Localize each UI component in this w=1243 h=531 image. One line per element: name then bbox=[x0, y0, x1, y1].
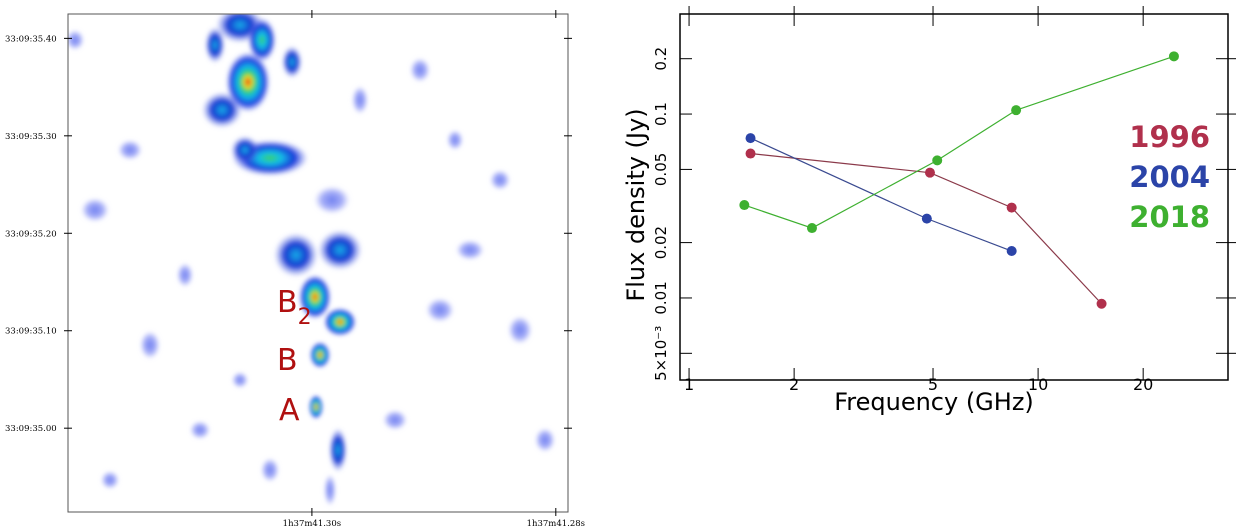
emission bbox=[231, 136, 259, 164]
x-axis-title: Frequency (GHz) bbox=[834, 388, 1034, 416]
emission bbox=[309, 395, 323, 419]
emission bbox=[324, 474, 336, 506]
y-tick-label: 33:09:35.20 bbox=[5, 229, 57, 239]
emission bbox=[508, 316, 532, 344]
emission bbox=[282, 46, 302, 78]
data-point bbox=[1006, 202, 1017, 213]
emission bbox=[226, 52, 270, 112]
data-point bbox=[1006, 246, 1017, 257]
x-tick-label: 20 bbox=[1133, 375, 1153, 394]
emission bbox=[447, 130, 463, 150]
emission bbox=[81, 198, 109, 222]
emission bbox=[190, 421, 210, 439]
label-text: A bbox=[279, 393, 300, 428]
series-line bbox=[750, 152, 1103, 305]
y-tick-label: 0.05 bbox=[652, 153, 670, 186]
data-point bbox=[806, 223, 817, 234]
emission bbox=[490, 170, 510, 190]
label-text: B bbox=[277, 285, 298, 320]
x-tick-label: 2 bbox=[789, 375, 799, 394]
emission bbox=[68, 30, 84, 50]
data-point bbox=[1096, 298, 1107, 309]
image-frame bbox=[67, 13, 569, 513]
emission bbox=[318, 230, 362, 270]
y-tick-label: 0.1 bbox=[652, 102, 670, 126]
radio-map bbox=[68, 14, 555, 506]
emission bbox=[101, 471, 119, 489]
y-tick-label: 33:09:35.30 bbox=[5, 132, 57, 142]
series-line bbox=[750, 137, 1012, 252]
emission bbox=[314, 186, 350, 214]
plot-frame bbox=[679, 13, 1229, 381]
emission bbox=[352, 86, 368, 114]
x-tick-label: 1h37m41.28s bbox=[527, 519, 585, 529]
emission bbox=[299, 275, 331, 319]
component-label: A bbox=[279, 393, 300, 428]
emission bbox=[410, 58, 430, 82]
component-label: B2 bbox=[277, 285, 312, 330]
y-tick-label: 33:09:35.40 bbox=[5, 34, 57, 44]
emission bbox=[426, 298, 454, 322]
emission bbox=[329, 428, 347, 472]
data-point bbox=[1011, 105, 1022, 116]
emission bbox=[232, 372, 248, 388]
label-text: B bbox=[277, 343, 298, 378]
data-point bbox=[921, 213, 932, 224]
emission bbox=[383, 410, 407, 430]
emission bbox=[261, 458, 279, 482]
y-tick-label: 33:09:35.10 bbox=[5, 327, 57, 337]
emission bbox=[310, 342, 330, 368]
x-tick-label: 1 bbox=[684, 375, 694, 394]
emission bbox=[248, 18, 276, 62]
y-tick-label: 33:09:35.00 bbox=[5, 424, 57, 434]
emission bbox=[177, 263, 193, 287]
data-point bbox=[924, 167, 935, 178]
emission bbox=[535, 428, 555, 452]
data-point bbox=[745, 133, 756, 144]
series-line bbox=[744, 55, 1175, 229]
emission bbox=[140, 331, 160, 359]
x-tick-label: 5 bbox=[928, 375, 938, 394]
y-tick-label: 0.02 bbox=[652, 226, 670, 259]
emission bbox=[324, 308, 356, 336]
emission bbox=[205, 27, 225, 63]
label-subscript: 2 bbox=[298, 305, 312, 330]
emission bbox=[202, 92, 242, 128]
emission bbox=[118, 140, 142, 160]
data-point bbox=[745, 148, 756, 159]
legend-entry: 2004 bbox=[1129, 160, 1210, 194]
component-label: B bbox=[277, 343, 298, 378]
y-tick-label: 0.2 bbox=[652, 47, 670, 71]
y-tick-label: 0.01 bbox=[652, 281, 670, 314]
data-point bbox=[932, 155, 943, 166]
x-tick-label: 10 bbox=[1028, 375, 1048, 394]
x-tick-label: 1h37m41.30s bbox=[283, 519, 341, 529]
legend-entry: 1996 bbox=[1129, 120, 1210, 154]
data-point bbox=[739, 200, 750, 211]
emission bbox=[274, 233, 318, 277]
y-axis-title: Flux density (Jy) bbox=[622, 108, 650, 301]
y-tick-label: 5×10⁻³ bbox=[652, 326, 670, 381]
emission bbox=[456, 240, 484, 260]
data-point bbox=[1168, 51, 1179, 62]
legend-entry: 2018 bbox=[1129, 200, 1210, 234]
